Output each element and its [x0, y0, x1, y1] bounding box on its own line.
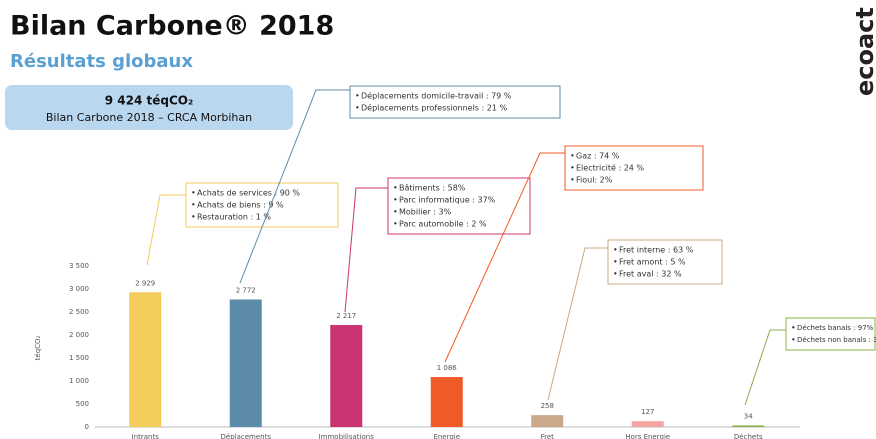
annotation-bullet: • — [355, 104, 360, 113]
annotation-text: Achats de biens : 9 % — [197, 201, 284, 210]
bar — [531, 415, 564, 427]
summary-description: Bilan Carbone 2018 – CRCA Morbihan — [46, 111, 252, 124]
value-label: 2 929 — [135, 279, 155, 287]
annotation-text: Déplacements professionnels : 21 % — [361, 103, 507, 113]
annotation-box — [349, 85, 561, 119]
annotation-bullet: • — [613, 270, 618, 279]
slide-title: Bilan Carbone® 2018 — [10, 11, 334, 42]
annotation-box — [785, 317, 876, 351]
y-tick-label: 500 — [76, 400, 89, 408]
y-tick-label: 3 000 — [69, 285, 89, 293]
bar — [129, 292, 162, 427]
y-tick-label: 2 500 — [69, 308, 89, 316]
annotation-line — [444, 152, 565, 363]
y-tick-label: 3 500 — [69, 262, 89, 270]
logo: ecoact — [851, 7, 876, 96]
annotation-bullet: • — [570, 152, 575, 161]
summary-total: 9 424 téqCO₂ — [105, 94, 193, 108]
bar — [732, 425, 765, 427]
annotation-bullet: • — [791, 336, 796, 345]
annotation-text: Fret aval : 32 % — [619, 270, 682, 279]
annotation-bullet: • — [570, 164, 575, 173]
x-tick-label: Hors Energie — [625, 433, 670, 439]
y-tick-label: 1 500 — [69, 354, 89, 362]
y-tick-label: 1 000 — [69, 377, 89, 385]
y-tick-label: 0 — [85, 423, 89, 431]
annotation-bullet: • — [570, 176, 575, 185]
x-tick-label: Energie — [433, 433, 460, 439]
annotation-text: Electricité : 24 % — [576, 163, 644, 173]
annotation-bullet: • — [393, 220, 398, 229]
x-tick-label: Déplacements — [221, 433, 272, 439]
annotation-box — [387, 177, 531, 235]
annotation-line — [146, 194, 186, 266]
annotation-line — [239, 89, 350, 284]
bar — [430, 377, 463, 427]
annotation-bullet: • — [791, 324, 796, 333]
annotation-bullet: • — [613, 246, 618, 255]
annotation-text: Déchets non banals : 3 % — [797, 336, 876, 344]
value-label: 2 772 — [236, 286, 256, 294]
x-tick-label: Intrants — [132, 433, 160, 439]
annotation-text: Gaz : 74 % — [576, 152, 620, 161]
annotation-box — [564, 145, 704, 191]
annotation-text: Achats de services : 90 % — [197, 189, 300, 198]
annotation-bullet: • — [393, 184, 398, 193]
annotation-line — [344, 187, 388, 313]
value-label: 1 086 — [437, 364, 458, 372]
annotation-text: Parc informatique : 37% — [399, 196, 496, 205]
annotation-text: Mobilier : 3% — [399, 208, 452, 217]
annotation-bullet: • — [355, 92, 360, 101]
annotation-line — [744, 329, 786, 406]
x-tick-label: Immobilisations — [319, 433, 375, 439]
annotation-bullet: • — [191, 201, 196, 210]
annotation-text: Fioul: 2% — [576, 176, 613, 185]
annotation-text: Déplacements domicile-travail : 79 % — [361, 91, 512, 101]
slide-subtitle: Résultats globaux — [10, 51, 193, 72]
annotation-bullet: • — [613, 258, 618, 267]
summary-box — [5, 85, 293, 130]
y-axis-label: téqCO₂ — [34, 335, 42, 360]
y-tick-label: 2 000 — [69, 331, 89, 339]
bar — [229, 299, 262, 427]
x-tick-label: Fret — [541, 433, 555, 439]
annotation-bullet: • — [393, 208, 398, 217]
annotation-text: Bâtiments : 58% — [399, 184, 466, 193]
annotation-bullet: • — [191, 213, 196, 222]
annotation-box — [185, 182, 339, 228]
annotation-bullet: • — [191, 189, 196, 198]
value-label: 34 — [744, 412, 753, 420]
annotation-box — [607, 239, 723, 285]
x-tick-label: Déchets — [734, 433, 763, 439]
value-label: 258 — [541, 402, 554, 410]
annotation-text: Fret interne : 63 % — [619, 246, 694, 255]
value-label: 127 — [641, 408, 654, 416]
value-label: 2 217 — [336, 312, 356, 320]
annotation-bullet: • — [393, 196, 398, 205]
annotation-line — [547, 247, 608, 401]
bar — [631, 421, 664, 427]
annotation-text: Déchets banals : 97% — [797, 324, 874, 332]
annotation-text: Parc automobile : 2 % — [399, 220, 487, 229]
annotation-text: Fret amont : 5 % — [619, 258, 686, 267]
bar — [330, 325, 363, 427]
annotation-text: Restauration : 1 % — [197, 213, 271, 222]
